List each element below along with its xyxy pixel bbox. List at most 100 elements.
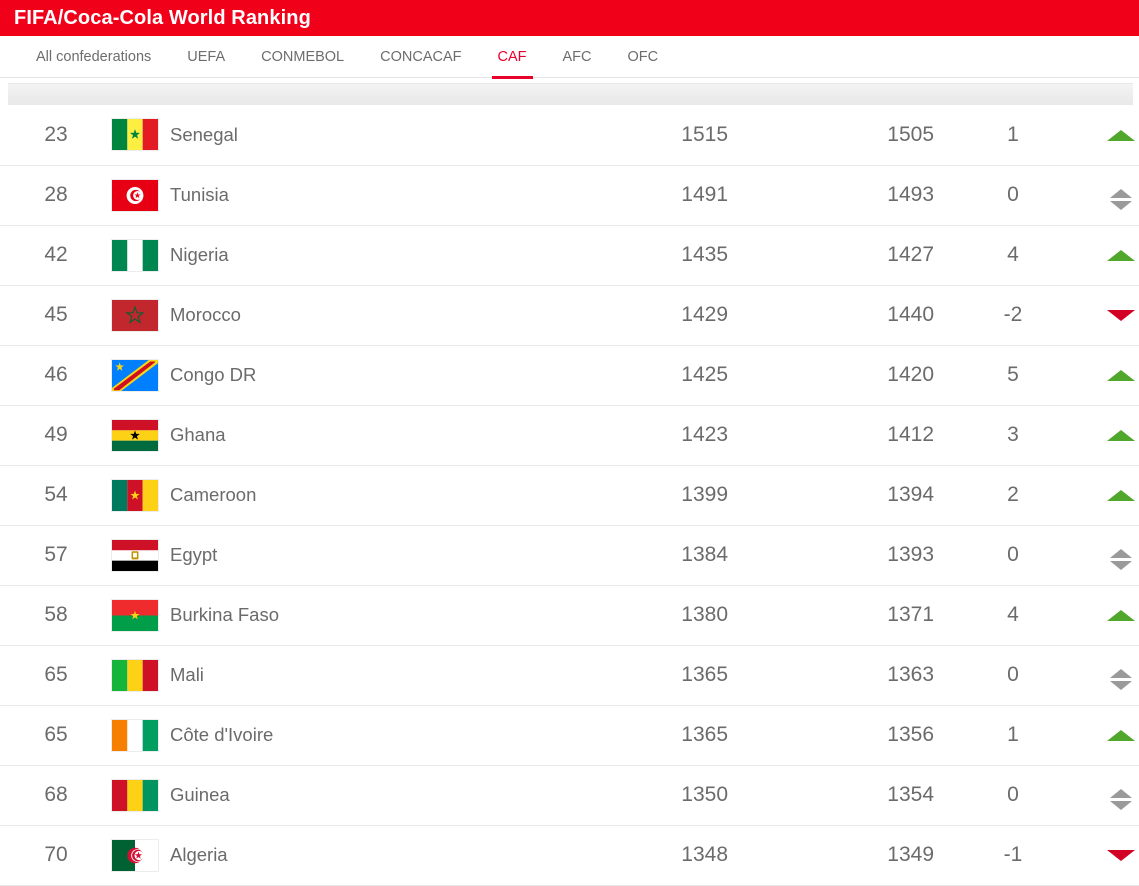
table-row[interactable]: 54 Cameroon 1399 1394 2 (0, 465, 1139, 526)
team-cell: Congo DR (112, 345, 532, 406)
rank-cell: 68 (0, 765, 112, 826)
arrow-unchanged-icon (1109, 189, 1132, 210)
rank-cell: 23 (0, 105, 112, 166)
team-name: Tunisia (170, 184, 229, 205)
points-cell: 1423 (532, 405, 738, 466)
team-name: Congo DR (170, 364, 257, 385)
table-row[interactable]: 28 Tunisia 1491 1493 0 (0, 165, 1139, 226)
table-row[interactable]: 46 Congo DR 1425 1420 5 (0, 345, 1139, 406)
flag-tunisia-icon (112, 179, 158, 211)
rank-cell: 45 (0, 285, 112, 346)
team-cell: Côte d'Ivoire (112, 705, 532, 766)
change-cell: 2 (948, 465, 1078, 526)
trend-cell (1078, 825, 1139, 886)
points-cell: 1365 (532, 645, 738, 706)
previous-points-cell: 1371 (738, 585, 948, 646)
arrow-up-icon (1106, 129, 1135, 141)
team-name: Morocco (170, 304, 241, 325)
table-row[interactable]: 57 Egypt 1384 1393 0 (0, 525, 1139, 586)
flag-guinea-icon (112, 779, 158, 811)
rank-cell: 70 (0, 825, 112, 886)
arrow-up-icon (1106, 610, 1135, 621)
trend-cell (1078, 225, 1139, 286)
previous-points-cell: 1356 (738, 705, 948, 766)
previous-points-cell: 1394 (738, 465, 948, 526)
flag-senegal-icon (112, 119, 158, 151)
team-name: Mali (170, 664, 204, 685)
trend-cell (1078, 705, 1139, 766)
team-cell: Senegal (112, 105, 532, 166)
points-cell: 1348 (532, 825, 738, 886)
arrow-up-icon (1106, 730, 1135, 741)
flag-ghana-icon (112, 419, 158, 451)
rank-cell: 58 (0, 585, 112, 646)
previous-points-cell: 1440 (738, 285, 948, 346)
trend-cell (1078, 105, 1139, 166)
team-name: Côte d'Ivoire (170, 724, 274, 745)
trend-cell (1078, 765, 1139, 826)
change-cell: 1 (948, 105, 1078, 166)
previous-points-cell: 1427 (738, 225, 948, 286)
arrow-down-icon (1106, 850, 1135, 861)
previous-points-cell: 1354 (738, 765, 948, 826)
table-row[interactable]: 65 Mali 1365 1363 0 (0, 645, 1139, 706)
table-row[interactable]: 65 Côte d'Ivoire 1365 1356 1 (0, 705, 1139, 766)
points-cell: 1435 (532, 225, 738, 286)
points-cell: 1380 (532, 585, 738, 646)
tab-caf[interactable]: CAF (480, 36, 545, 79)
table-row[interactable]: 45 Morocco 1429 1440 -2 (0, 285, 1139, 346)
change-cell: -1 (948, 825, 1078, 886)
previous-points-cell: 1420 (738, 345, 948, 406)
points-cell: 1425 (532, 345, 738, 406)
change-cell: 3 (948, 405, 1078, 466)
table-row[interactable]: 42 Nigeria 1435 1427 4 (0, 225, 1139, 286)
team-cell: Ghana (112, 405, 532, 466)
change-cell: 5 (948, 345, 1078, 406)
previous-points-cell: 1349 (738, 825, 948, 886)
tab-afc[interactable]: AFC (545, 36, 610, 78)
tab-ofc[interactable]: OFC (610, 36, 677, 78)
tab-concacaf[interactable]: CONCACAF (362, 36, 479, 78)
page-title: FIFA/Coca-Cola World Ranking (14, 7, 311, 29)
trend-cell (1078, 585, 1139, 646)
team-cell: Nigeria (112, 225, 532, 286)
confederation-tabbar: All confederations UEFA CONMEBOL CONCACAF CA… (0, 36, 1139, 79)
tab-label: CONMEBOL (261, 48, 345, 65)
team-cell: Algeria (112, 825, 532, 886)
team-cell: Cameroon (112, 465, 532, 526)
team-name: Algeria (170, 844, 228, 865)
change-cell: 0 (948, 165, 1078, 226)
arrow-down-icon (1106, 310, 1135, 321)
flag-cote-divoire-icon (112, 719, 158, 751)
points-cell: 1350 (532, 765, 738, 826)
rank-cell: 65 (0, 645, 112, 706)
tab-conmebol[interactable]: CONMEBOL (243, 36, 362, 78)
points-cell: 1365 (532, 705, 738, 766)
tab-all-confederations[interactable]: All confederations (18, 36, 169, 78)
change-cell: 0 (948, 765, 1078, 826)
change-cell: 4 (948, 585, 1078, 646)
tab-label: All confederations (36, 48, 152, 65)
tab-label: OFC (627, 48, 659, 65)
previous-points-cell: 1412 (738, 405, 948, 466)
table-header-band (8, 83, 1133, 105)
previous-points-cell: 1505 (738, 105, 948, 166)
tab-uefa[interactable]: UEFA (169, 36, 243, 78)
rank-cell: 54 (0, 465, 112, 526)
rank-cell: 28 (0, 165, 112, 226)
arrow-up-icon (1106, 250, 1135, 261)
table-row[interactable]: 58 Burkina Faso 1380 1371 4 (0, 585, 1139, 646)
table-row[interactable]: 49 Ghana 1423 1412 3 (0, 405, 1139, 466)
team-name: Nigeria (170, 244, 229, 265)
change-cell: 0 (948, 525, 1078, 586)
arrow-up-icon (1106, 430, 1135, 441)
team-cell: Tunisia (112, 165, 532, 226)
points-cell: 1429 (532, 285, 738, 346)
table-row[interactable]: 23 Senegal 1515 1505 1 (0, 105, 1139, 166)
trend-cell (1078, 165, 1139, 226)
trend-cell (1078, 525, 1139, 586)
flag-burkina-faso-icon (112, 599, 158, 631)
table-row[interactable]: 68 Guinea 1350 1354 0 (0, 765, 1139, 826)
table-row[interactable]: 70 Algeria 1348 1349 -1 (0, 825, 1139, 886)
flag-mali-icon (112, 659, 158, 691)
